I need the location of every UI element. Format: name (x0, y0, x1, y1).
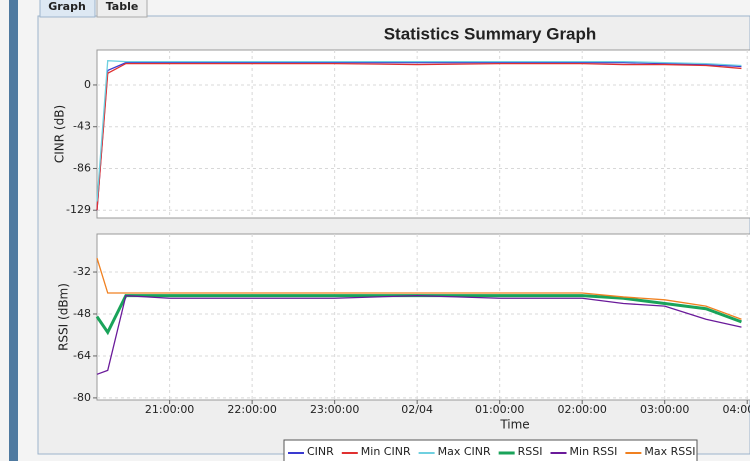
y-tick-label: 0 (84, 78, 91, 91)
plot-area (96, 49, 750, 219)
y-tick-label: -129 (66, 203, 91, 216)
legend-label: CINR (307, 445, 334, 458)
data-line (96, 257, 742, 320)
data-line (96, 61, 742, 211)
y-axis-label: CINR (dB) (53, 105, 67, 163)
y-tick-label: -48 (73, 307, 91, 320)
x-tick-label: 02/04 (401, 403, 433, 416)
x-tick-label: 22:00:00 (227, 403, 276, 416)
side-stripe (9, 0, 18, 461)
x-tick-label: 23:00:00 (310, 403, 359, 416)
legend-label: RSSI (518, 445, 543, 458)
x-tick-label: 03:00:00 (640, 403, 689, 416)
y-tick-label: -86 (73, 161, 91, 174)
legend-label: Min RSSI (570, 445, 618, 458)
x-tick-label: 02:00:00 (557, 403, 606, 416)
tab-label[interactable]: Graph (48, 0, 86, 13)
y-tick-label: -32 (73, 265, 91, 278)
data-line (96, 62, 742, 211)
tab[interactable] (96, 0, 148, 18)
x-tick-label: 21:00:00 (145, 403, 194, 416)
y-tick-label: -43 (73, 120, 91, 133)
tab[interactable] (39, 0, 96, 18)
legend (283, 439, 698, 461)
y-tick-label: -64 (73, 349, 91, 362)
chart-title: Statistics Summary Graph (384, 24, 597, 43)
tab-label[interactable]: Table (106, 0, 139, 13)
legend-label: Min CINR (361, 445, 411, 458)
legend-label: Max CINR (438, 445, 491, 458)
x-axis-label: Time (499, 418, 529, 432)
x-tick-label: 01:00:00 (475, 403, 524, 416)
data-line (96, 59, 742, 202)
plot-area (96, 233, 750, 401)
legend-label: Max RSSI (644, 445, 695, 458)
x-tick-label: 04:00:00 (723, 403, 750, 416)
y-axis-label: RSSI (dBm) (57, 283, 71, 351)
data-line (96, 294, 742, 375)
y-tick-label: -80 (73, 391, 91, 404)
